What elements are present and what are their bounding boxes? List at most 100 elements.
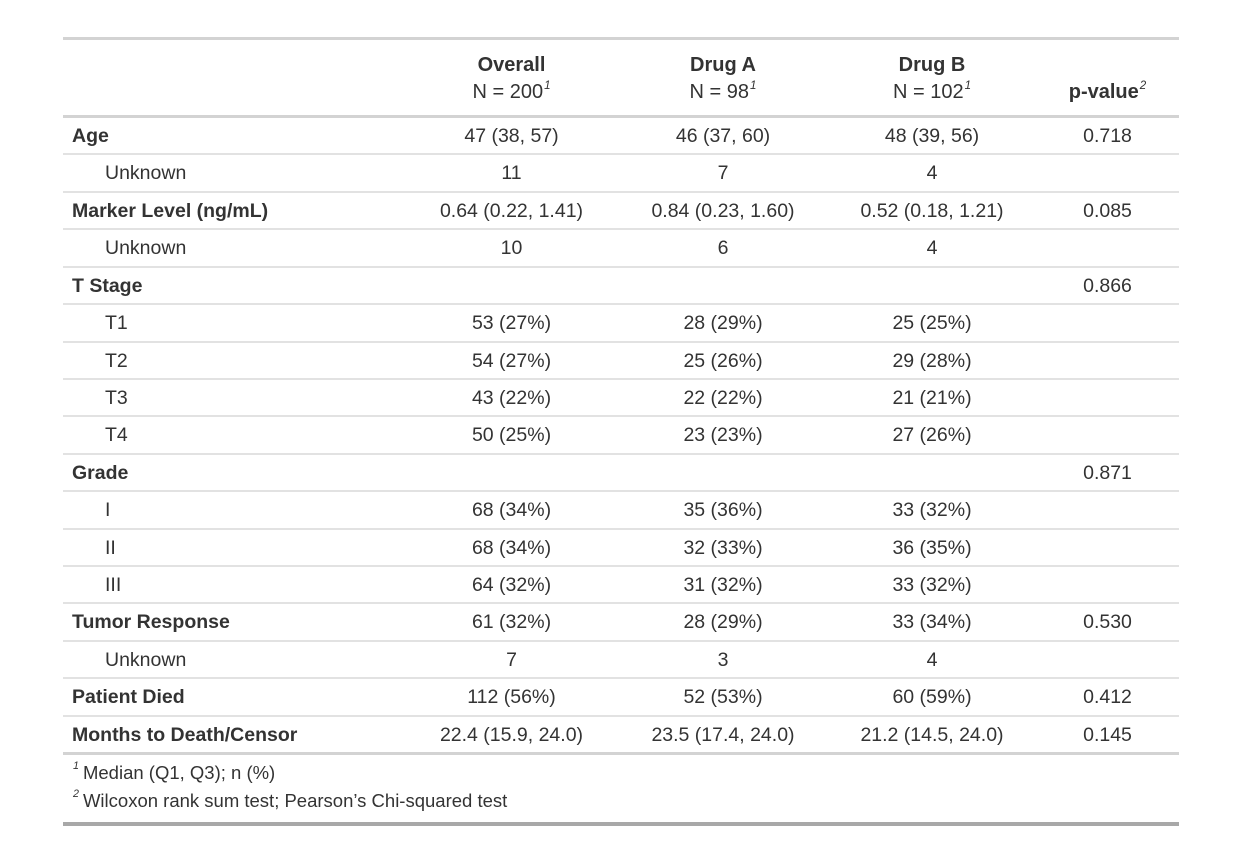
footnote-mark-1: 1 bbox=[750, 78, 757, 92]
drug-a-cell bbox=[618, 265, 828, 305]
overall-cell: 11 bbox=[405, 153, 618, 192]
column-header-p-value: p-value2 bbox=[1036, 38, 1179, 118]
p-value-cell bbox=[1036, 340, 1179, 379]
table-row: Age 47 (38, 57) 46 (37, 60) 48 (39, 56) 0.71… bbox=[63, 117, 1179, 155]
drug-b-cell: 33 (32%) bbox=[828, 490, 1036, 529]
p-value-cell: 0.718 bbox=[1083, 125, 1132, 147]
table-row: Marker Level (ng/mL) 0.64 (0.22, 1.41) 0.8… bbox=[63, 190, 1179, 230]
column-n-drug-b: N = 102 bbox=[892, 81, 964, 103]
footnote-2-text: Wilcoxon rank sum test; Pearson’s Chi-sq… bbox=[82, 790, 508, 812]
overall-cell: 64 (32%) bbox=[405, 565, 618, 604]
p-value-cell: 0.866 bbox=[1036, 265, 1179, 305]
row-label: III bbox=[63, 565, 405, 604]
drug-b-cell: 25 (25%) bbox=[828, 303, 1036, 342]
page: Overall N = 2001 Drug A N = 981 Drug B N… bbox=[63, 37, 1179, 827]
row-label: Patient Died bbox=[63, 677, 405, 716]
column-title-drug-a: Drug A bbox=[690, 54, 756, 76]
p-value-cell bbox=[1036, 527, 1179, 567]
overall-cell bbox=[405, 452, 618, 492]
drug-b-cell: 4 bbox=[828, 639, 1036, 679]
p-value-cell bbox=[1036, 415, 1179, 454]
overall-cell: 68 (34%) bbox=[405, 490, 618, 529]
column-n-drug-a: N = 98 bbox=[689, 81, 750, 103]
footnote-mark-2: 2 bbox=[73, 788, 79, 801]
p-value-cell: 0.871 bbox=[1036, 452, 1179, 492]
drug-b-cell: 60 (59%) bbox=[828, 677, 1036, 716]
row-label: I bbox=[63, 490, 405, 529]
footnote-1: 1 Median (Q1, Q3); n (%) bbox=[63, 752, 1179, 788]
drug-b-cell: 4 bbox=[828, 228, 1036, 267]
column-title-overall: Overall bbox=[477, 54, 546, 76]
overall-cell: 7 bbox=[405, 639, 618, 679]
column-subtitle-drug-b: N = 1021 bbox=[834, 79, 1030, 106]
overall-cell: 68 (34%) bbox=[405, 527, 618, 567]
row-label: II bbox=[63, 527, 405, 567]
footnote-row: 2 Wilcoxon rank sum test; Pearson’s Chi-s… bbox=[63, 787, 1179, 824]
row-label: T4 bbox=[63, 415, 405, 454]
drug-a-cell: 31 (32%) bbox=[618, 565, 828, 604]
footnote-1-text: Median (Q1, Q3); n (%) bbox=[82, 762, 276, 784]
row-label: Tumor Response bbox=[63, 602, 405, 641]
row-label: T1 bbox=[63, 303, 405, 342]
p-value-cell bbox=[1036, 153, 1179, 192]
footnote-row: 1 Median (Q1, Q3); n (%) bbox=[63, 752, 1179, 788]
row-label: Unknown bbox=[63, 228, 405, 267]
header-row: Overall N = 2001 Drug A N = 981 Drug B N… bbox=[63, 38, 1179, 118]
drug-b-cell: 36 (35%) bbox=[828, 527, 1036, 567]
column-header-stub bbox=[63, 38, 405, 118]
table-footer: 1 Median (Q1, Q3); n (%) 2 Wilcoxon rank s… bbox=[63, 752, 1179, 825]
table-row: Grade 0.871 bbox=[63, 452, 1179, 492]
drug-a-cell: 32 (33%) bbox=[618, 527, 828, 567]
p-value-cell: 0.412 bbox=[1036, 677, 1179, 716]
drug-b-cell: 0.52 (0.18, 1.21) bbox=[828, 190, 1036, 230]
table-row: Unknown 11 7 4 bbox=[63, 153, 1179, 192]
p-value-cell bbox=[1036, 377, 1179, 417]
p-value-cell bbox=[1036, 639, 1179, 679]
table-row: T2 54 (27%) 25 (26%) 29 (28%) bbox=[63, 340, 1179, 379]
row-label: Unknown bbox=[63, 153, 405, 192]
drug-a-cell: 3 bbox=[618, 639, 828, 679]
drug-a-cell: 25 (26%) bbox=[618, 340, 828, 379]
drug-b-cell: 4 bbox=[828, 153, 1036, 192]
table-row: Months to Death/Censor 22.4 (15.9, 24.0) 2… bbox=[63, 714, 1179, 754]
table-row: Patient Died 112 (56%) 52 (53%) 60 (59%) 0.4… bbox=[63, 677, 1179, 716]
footnote-2: 2 Wilcoxon rank sum test; Pearson’s Chi-s… bbox=[63, 787, 1179, 824]
drug-a-cell: 22 (22%) bbox=[618, 377, 828, 417]
drug-a-cell: 23.5 (17.4, 24.0) bbox=[618, 714, 828, 754]
row-label: T Stage bbox=[63, 265, 405, 305]
row-label: Unknown bbox=[63, 639, 405, 679]
drug-b-cell: 29 (28%) bbox=[828, 340, 1036, 379]
overall-cell: 47 (38, 57) bbox=[464, 125, 559, 147]
drug-a-cell: 35 (36%) bbox=[618, 490, 828, 529]
summary-table: Overall N = 2001 Drug A N = 981 Drug B N… bbox=[63, 37, 1179, 827]
column-title-drug-b: Drug B bbox=[898, 54, 966, 76]
row-label: Grade bbox=[63, 452, 405, 492]
overall-cell: 22.4 (15.9, 24.0) bbox=[405, 714, 618, 754]
table-row: T Stage 0.866 bbox=[63, 265, 1179, 305]
overall-cell: 50 (25%) bbox=[405, 415, 618, 454]
overall-cell bbox=[405, 265, 618, 305]
row-label: T3 bbox=[63, 377, 405, 417]
overall-cell: 53 (27%) bbox=[405, 303, 618, 342]
overall-cell: 43 (22%) bbox=[405, 377, 618, 417]
table-row: Tumor Response 61 (32%) 28 (29%) 33 (34%) 0.… bbox=[63, 602, 1179, 641]
drug-a-cell: 28 (29%) bbox=[618, 602, 828, 641]
table-row: I 68 (34%) 35 (36%) 33 (32%) bbox=[63, 490, 1179, 529]
table-row: T1 53 (27%) 28 (29%) 25 (25%) bbox=[63, 303, 1179, 342]
table-header: Overall N = 2001 Drug A N = 981 Drug B N… bbox=[63, 38, 1179, 118]
p-value-cell: 0.085 bbox=[1036, 190, 1179, 230]
table-row: T3 43 (22%) 22 (22%) 21 (21%) bbox=[63, 377, 1179, 417]
table-row: II 68 (34%) 32 (33%) 36 (35%) bbox=[63, 527, 1179, 567]
drug-a-cell: 28 (29%) bbox=[618, 303, 828, 342]
p-value-cell bbox=[1036, 228, 1179, 267]
footnote-mark-2: 2 bbox=[1139, 78, 1147, 92]
row-label: Age bbox=[72, 125, 109, 147]
overall-cell: 10 bbox=[405, 228, 618, 267]
p-value-cell: 0.145 bbox=[1036, 714, 1179, 754]
drug-a-cell: 0.84 (0.23, 1.60) bbox=[618, 190, 828, 230]
row-label: Marker Level (ng/mL) bbox=[63, 190, 405, 230]
drug-b-cell: 48 (39, 56) bbox=[884, 125, 980, 147]
overall-cell: 61 (32%) bbox=[405, 602, 618, 641]
footnote-mark-1: 1 bbox=[964, 78, 972, 92]
drug-b-cell: 33 (32%) bbox=[828, 565, 1036, 604]
